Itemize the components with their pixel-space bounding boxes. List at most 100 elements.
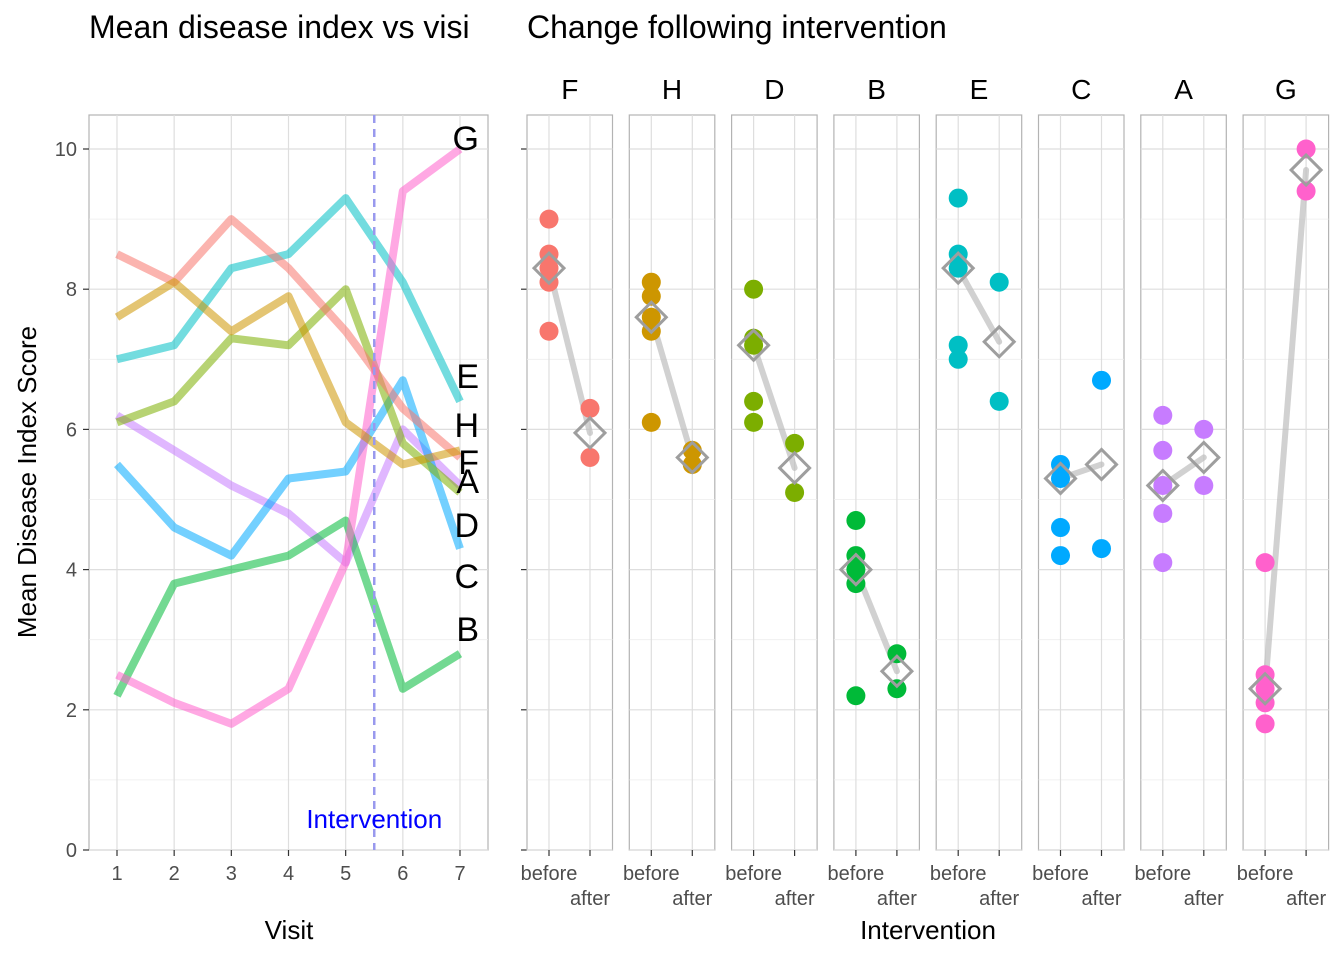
mean-diamond-before <box>1145 468 1180 503</box>
mean-diamond-before <box>1043 461 1078 496</box>
point-after <box>989 391 1009 411</box>
x-tick-label-before: before <box>828 863 885 885</box>
point-before <box>641 286 661 306</box>
mean-diamond-before <box>634 300 669 335</box>
facet-frame <box>526 114 614 851</box>
point-before <box>539 258 559 278</box>
x-tick-label-before: before <box>1237 863 1294 885</box>
facet-strip-label: B <box>867 74 886 105</box>
facet-frame <box>833 114 921 851</box>
facet-frame <box>935 114 1023 851</box>
mean-diamond-before <box>838 552 874 587</box>
point-before <box>1255 679 1275 699</box>
x-tick-label-after: after <box>979 888 1019 910</box>
point-before <box>846 511 866 531</box>
x-tick-label-before: before <box>1134 863 1191 885</box>
series-line-A <box>114 411 463 567</box>
point-after <box>785 433 805 453</box>
x-tick-label-after: after <box>672 888 712 910</box>
point-before <box>1153 553 1173 573</box>
x-tick-label-before: before <box>930 863 987 885</box>
point-after <box>1296 181 1316 201</box>
facet-frame <box>730 114 818 851</box>
mean-diamond-before <box>1247 671 1283 706</box>
right-chart-title: Change following intervention <box>527 9 947 45</box>
facet-strip-label: G <box>1275 74 1297 105</box>
mean-diamond-after <box>1084 447 1119 482</box>
point-after <box>580 447 600 467</box>
mean-change-line <box>1262 167 1310 692</box>
y-axis-title: Mean Disease Index Score <box>12 326 42 638</box>
point-before <box>1255 553 1275 573</box>
x-tick-label: 4 <box>283 863 294 885</box>
end-label-A: A <box>456 463 479 501</box>
x-tick-label: 7 <box>454 863 465 885</box>
x-tick-label: 2 <box>169 863 180 885</box>
point-before <box>1051 546 1070 566</box>
intervention-annotation: Intervention <box>306 804 442 834</box>
right-facet-panel: FbeforeafterHbeforeafterDbeforeafterBbef… <box>521 74 1330 910</box>
point-after <box>580 398 600 418</box>
mean-diamond-before <box>736 328 771 363</box>
mean-diamond-after <box>1288 152 1324 188</box>
series-line-G <box>115 145 463 728</box>
point-before <box>1153 475 1173 495</box>
point-after <box>887 679 907 699</box>
facet-frame <box>1140 114 1227 851</box>
mean-diamond-after <box>982 324 1017 359</box>
x-tick-label-after: after <box>877 888 917 910</box>
facet-strip-label: D <box>764 74 784 105</box>
point-before <box>846 686 866 706</box>
series-line-B <box>113 516 463 698</box>
left-x-axis-title: Visit <box>265 915 314 945</box>
point-before <box>846 560 866 580</box>
end-label-B: B <box>456 611 479 649</box>
x-tick-label: 6 <box>397 863 408 885</box>
x-tick-label: 1 <box>111 863 122 885</box>
left-chart-title: Mean disease index vs visi <box>89 9 470 45</box>
x-tick-label-after: after <box>775 888 815 910</box>
facet-frame <box>1242 114 1330 851</box>
series-line-E <box>116 194 464 404</box>
point-before <box>1153 440 1173 460</box>
point-after <box>1194 419 1214 439</box>
point-after <box>1296 139 1316 159</box>
mean-diamond-after <box>1186 440 1221 475</box>
point-before <box>744 391 764 411</box>
point-before <box>1153 504 1173 524</box>
facet-strip-label: E <box>970 74 989 105</box>
facet-strip-label: A <box>1174 74 1193 105</box>
y-tick-label: 8 <box>66 279 77 301</box>
y-tick-label: 10 <box>55 139 77 161</box>
x-tick-label-before: before <box>1032 863 1089 885</box>
point-after <box>1092 539 1111 559</box>
facet-strip-label: H <box>662 74 682 105</box>
x-tick-label-after: after <box>1286 888 1326 910</box>
mean-change-line <box>955 265 1003 345</box>
end-label-H: H <box>454 407 479 445</box>
point-after <box>1092 370 1111 390</box>
point-before <box>539 321 559 341</box>
point-before <box>641 412 661 432</box>
x-tick-label-after: after <box>1184 888 1224 910</box>
mean-diamond-after <box>572 415 608 451</box>
x-tick-label: 5 <box>340 863 351 885</box>
point-before <box>641 272 661 292</box>
point-after <box>989 272 1009 292</box>
point-before <box>744 279 764 299</box>
point-before <box>948 335 968 355</box>
series-line-D <box>115 285 463 496</box>
point-before <box>641 307 661 327</box>
point-before <box>948 258 968 278</box>
mean-diamond-after <box>675 440 710 475</box>
mean-diamond-before <box>531 251 567 286</box>
mean-diamond-before <box>941 251 976 286</box>
facet-strip-label: C <box>1071 74 1091 105</box>
mean-diamond-after <box>879 654 915 689</box>
point-after <box>785 482 805 502</box>
